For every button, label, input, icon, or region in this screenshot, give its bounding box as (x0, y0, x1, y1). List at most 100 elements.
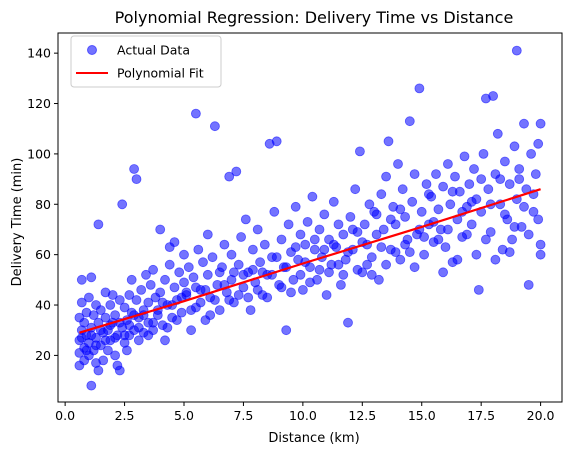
y-tick-label: 140 (27, 46, 51, 61)
data-point-137 (295, 229, 306, 240)
data-point-276 (371, 209, 382, 220)
data-point-226 (507, 234, 517, 245)
data-point-251 (490, 254, 501, 265)
data-point-248 (504, 247, 515, 258)
data-point-30 (100, 312, 111, 323)
data-point-339 (74, 312, 85, 323)
data-point-214 (478, 148, 489, 159)
data-point-336 (86, 330, 97, 341)
data-point-84 (179, 277, 189, 288)
data-point-299 (262, 292, 273, 303)
data-point-335 (91, 340, 101, 351)
data-point-153 (333, 219, 344, 230)
data-point-162 (354, 146, 365, 157)
data-point-241 (535, 249, 546, 260)
data-point-236 (528, 206, 539, 217)
data-point-96 (202, 269, 213, 280)
data-point-158 (345, 211, 356, 222)
x-tick-label: 15.0 (408, 408, 436, 423)
data-point-160 (350, 184, 361, 195)
x-tick-label: 20.0 (527, 408, 555, 423)
data-point-88 (186, 325, 197, 336)
legend-scatter-marker (87, 45, 97, 55)
data-point-208 (464, 179, 475, 190)
data-point-174 (383, 136, 394, 147)
data-point-169 (371, 229, 382, 240)
data-point-114 (240, 214, 251, 225)
plot-area (74, 45, 546, 391)
y-tick-label: 40 (35, 298, 51, 313)
data-point-122 (259, 239, 270, 250)
data-point-337 (81, 345, 92, 356)
data-point-260 (447, 186, 458, 197)
data-point-296 (276, 282, 287, 293)
data-point-36 (107, 290, 118, 300)
data-point-232 (519, 118, 529, 129)
x-tick-label: 12.5 (348, 408, 376, 423)
data-point-274 (381, 259, 392, 270)
data-point-223 (499, 156, 510, 167)
data-point-24 (93, 219, 104, 230)
data-point-132 (283, 219, 294, 230)
data-point-55 (131, 295, 142, 305)
data-point-310 (209, 295, 220, 305)
data-point-261 (442, 224, 453, 235)
data-point-171 (376, 189, 387, 200)
data-point-338 (76, 332, 87, 343)
data-point-142 (307, 191, 318, 202)
data-point-263 (433, 234, 444, 245)
data-point-89 (188, 272, 199, 283)
data-point-244 (523, 229, 534, 240)
data-point-170 (373, 274, 384, 285)
data-point-99 (207, 252, 218, 263)
data-point-225 (504, 179, 515, 190)
y-tick-label: 60 (35, 247, 51, 262)
data-point-200 (445, 199, 456, 210)
y-tick-label: 20 (35, 348, 51, 363)
data-point-277 (366, 269, 377, 280)
data-point-100 (209, 121, 220, 132)
x-tick-label: 10.0 (289, 408, 317, 423)
data-point-44 (117, 199, 128, 210)
data-point-138 (297, 284, 308, 295)
data-point-83 (176, 307, 187, 318)
data-point-288 (314, 264, 325, 275)
data-point-307 (224, 295, 235, 305)
data-point-194 (431, 169, 441, 180)
data-point-126 (269, 206, 280, 217)
data-point-31 (103, 345, 113, 356)
data-point-189 (419, 249, 430, 260)
data-point-212 (473, 284, 484, 295)
data-point-238 (533, 138, 544, 149)
data-point-92 (193, 244, 204, 255)
data-point-284 (333, 259, 344, 270)
data-point-157 (343, 317, 353, 328)
data-point-197 (438, 181, 449, 192)
data-point-311 (205, 310, 216, 321)
y-tick-label: 120 (27, 96, 51, 111)
axes: 0.0 2.5 5.0 7.5 10.0 12.5 15.0 17.5 20.0 20 40 60 80… (27, 32, 563, 423)
data-point-217 (485, 227, 496, 237)
data-point-314 (190, 282, 201, 293)
data-point-280 (352, 264, 363, 275)
polynomial-fit-line (79, 188, 541, 334)
data-point-271 (395, 204, 406, 215)
data-point-249 (499, 209, 510, 220)
data-point-289 (309, 234, 320, 245)
data-point-180 (397, 184, 408, 195)
data-point-265 (423, 189, 434, 200)
data-point-210 (469, 164, 479, 174)
data-point-37 (110, 350, 120, 361)
data-point-273 (385, 214, 396, 225)
data-point-85 (179, 249, 189, 260)
data-point-5 (76, 274, 87, 285)
data-point-199 (442, 159, 453, 169)
data-point-237 (530, 169, 541, 180)
data-point-270 (400, 239, 411, 250)
x-axis-label: Distance (km) (268, 431, 359, 446)
data-point-315 (186, 305, 197, 316)
data-point-167 (366, 252, 377, 263)
data-point-190 (421, 179, 432, 190)
data-point-202 (450, 171, 460, 182)
